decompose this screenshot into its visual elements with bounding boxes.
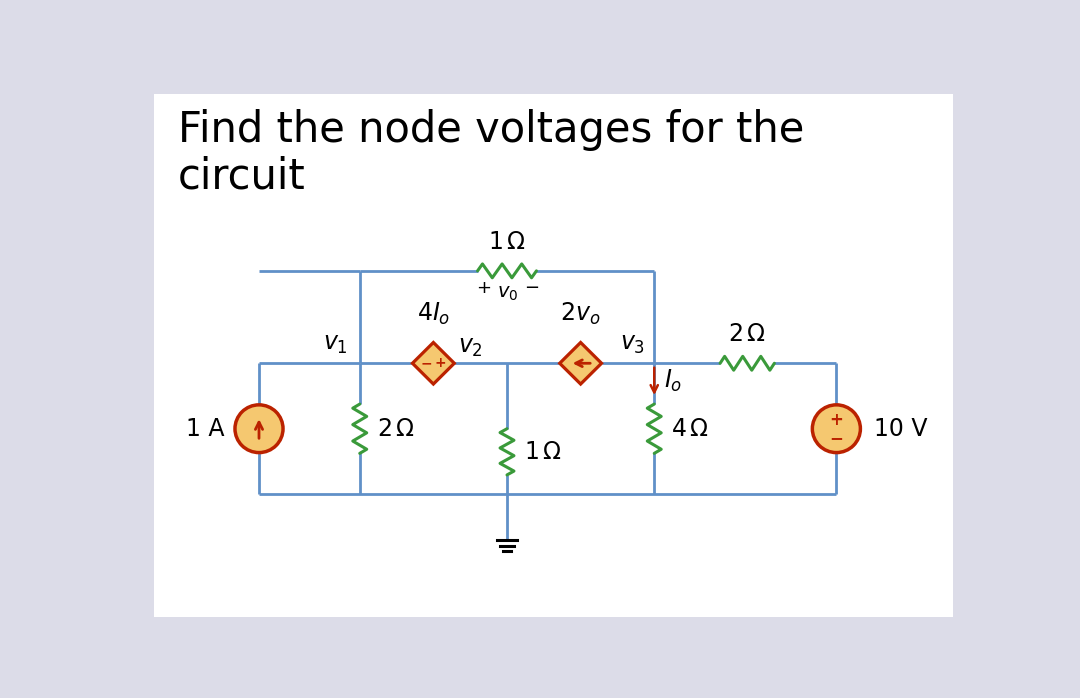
Text: circuit: circuit [177, 156, 306, 198]
Text: $2\,\Omega$: $2\,\Omega$ [377, 417, 415, 440]
Text: −: − [829, 429, 843, 447]
Text: −: − [524, 279, 539, 297]
Text: $1\,\Omega$: $1\,\Omega$ [488, 230, 526, 254]
Text: $1\,\Omega$: $1\,\Omega$ [524, 440, 562, 463]
Polygon shape [559, 343, 602, 384]
Text: 10 V: 10 V [874, 417, 927, 440]
Circle shape [812, 405, 861, 452]
Text: $2v_o$: $2v_o$ [561, 301, 600, 327]
Text: −: − [420, 356, 432, 370]
FancyBboxPatch shape [154, 94, 953, 617]
Text: $4\,\Omega$: $4\,\Omega$ [672, 417, 710, 440]
Text: $I_o$: $I_o$ [664, 369, 683, 394]
Text: $v_1$: $v_1$ [323, 332, 348, 355]
Text: +: + [434, 356, 446, 370]
Text: +: + [476, 279, 491, 297]
Text: Find the node voltages for the: Find the node voltages for the [177, 109, 804, 151]
Text: $v_3$: $v_3$ [620, 332, 645, 355]
Polygon shape [413, 343, 455, 384]
Text: $4I_o$: $4I_o$ [417, 301, 450, 327]
Text: $2\,\Omega$: $2\,\Omega$ [728, 322, 766, 346]
Circle shape [235, 405, 283, 452]
Text: $v_0$: $v_0$ [497, 284, 518, 303]
Text: +: + [829, 411, 843, 429]
Text: 1 A: 1 A [186, 417, 225, 440]
Text: $v_2$: $v_2$ [458, 336, 483, 359]
